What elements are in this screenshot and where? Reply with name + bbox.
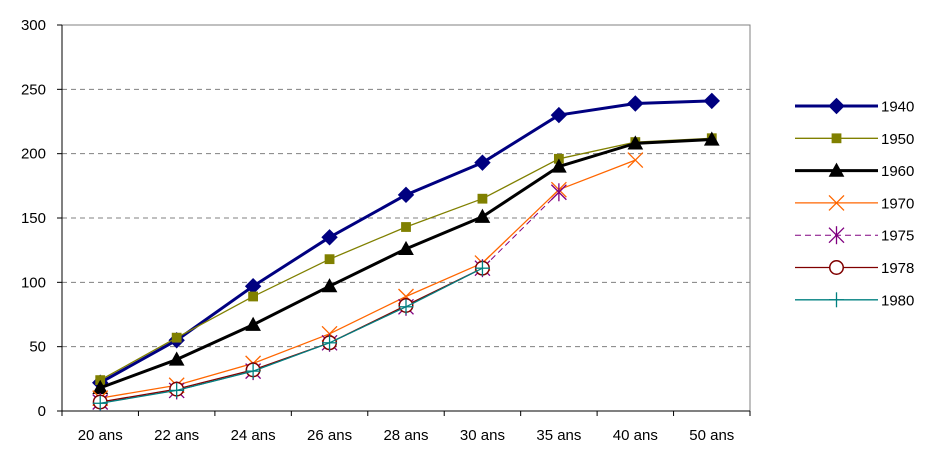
- data-point: [627, 95, 644, 112]
- data-point: [171, 332, 182, 343]
- legend-label: 1960: [881, 163, 914, 180]
- data-point: [401, 222, 411, 232]
- data-point: [550, 106, 568, 124]
- legend-item-1980: 1980: [795, 292, 914, 309]
- x-tick-label: 40 ans: [613, 427, 658, 444]
- legend-item-1940: 1940: [795, 97, 914, 116]
- data-point: [321, 229, 338, 246]
- data-point: [245, 363, 261, 379]
- legend-label: 1950: [881, 131, 914, 148]
- x-tick-label: 50 ans: [689, 427, 734, 444]
- series-1940: [92, 92, 720, 391]
- y-tick-label: 100: [21, 274, 46, 291]
- legend-marker: [828, 162, 845, 177]
- data-point: [168, 351, 185, 366]
- series-line-1960: [99, 138, 712, 390]
- legend-marker: [828, 226, 845, 245]
- data-point: [550, 183, 567, 202]
- x-tick-label: 28 ans: [383, 427, 428, 444]
- data-point: [322, 335, 338, 351]
- legend-item-1960: 1960: [795, 162, 914, 180]
- legend-marker: [828, 194, 845, 211]
- y-axis-tick-labels: 0 50 100 150 200 250 300: [21, 17, 46, 420]
- data-point: [627, 152, 644, 169]
- y-tick-label: 0: [38, 403, 46, 420]
- data-point: [398, 240, 414, 255]
- x-tick-label: 20 ans: [78, 427, 123, 444]
- x-tick-label: 24 ans: [231, 427, 276, 444]
- data-point: [324, 254, 335, 265]
- data-point: [477, 193, 488, 204]
- data-point: [474, 208, 491, 223]
- legend-label: 1970: [881, 195, 914, 212]
- legend-item-1978: 1978: [795, 260, 914, 277]
- series-line-1970: [100, 159, 636, 399]
- legend-marker: [831, 133, 842, 144]
- data-point: [245, 316, 261, 331]
- y-tick-label: 300: [21, 17, 46, 34]
- legend: 1940 1950 1960 1970 1975 1978 1980: [795, 97, 914, 309]
- data-point: [551, 158, 567, 173]
- axes: [57, 24, 751, 416]
- legend-marker: [829, 260, 844, 275]
- data-point: [248, 291, 259, 302]
- legend-marker: [829, 292, 844, 308]
- y-tick-label: 150: [21, 210, 46, 227]
- data-point: [474, 260, 490, 276]
- legend-item-1950: 1950: [795, 131, 914, 148]
- x-axis-tick-labels: 20 ans 22 ans 24 ans 26 ans 28 ans 30 ans 35 a…: [78, 427, 735, 444]
- y-tick-label: 200: [21, 146, 46, 163]
- legend-item-1975: 1975: [795, 226, 914, 245]
- series-1978: [92, 260, 490, 410]
- x-tick-label: 26 ans: [307, 427, 352, 444]
- legend-label: 1940: [881, 99, 914, 116]
- legend-label: 1980: [881, 292, 914, 309]
- legend-label: 1975: [881, 228, 914, 245]
- data-series: [92, 92, 720, 411]
- data-point: [474, 154, 491, 171]
- marker-stroke: [828, 194, 845, 211]
- legend-label: 1978: [881, 260, 914, 277]
- legend-marker: [828, 97, 845, 115]
- x-tick-label: 30 ans: [460, 427, 505, 444]
- marker-stroke: [627, 152, 644, 169]
- data-point: [397, 186, 415, 204]
- series-1960: [92, 131, 720, 394]
- series-1980: [92, 260, 490, 411]
- data-point: [703, 92, 720, 110]
- series-1975: [92, 183, 567, 411]
- data-point: [627, 135, 644, 150]
- data-point: [703, 131, 720, 146]
- series-line-1975: [100, 191, 560, 403]
- data-point: [169, 382, 185, 398]
- y-tick-label: 250: [21, 81, 46, 98]
- x-tick-label: 22 ans: [154, 427, 199, 444]
- data-point: [398, 299, 414, 315]
- data-point: [92, 395, 108, 411]
- series-line-1950: [99, 137, 712, 381]
- data-point: [321, 278, 338, 293]
- series-line-1980: [100, 267, 483, 404]
- y-tick-label: 50: [29, 339, 46, 356]
- legend-item-1970: 1970: [795, 194, 914, 212]
- x-tick-label: 35 ans: [536, 427, 581, 444]
